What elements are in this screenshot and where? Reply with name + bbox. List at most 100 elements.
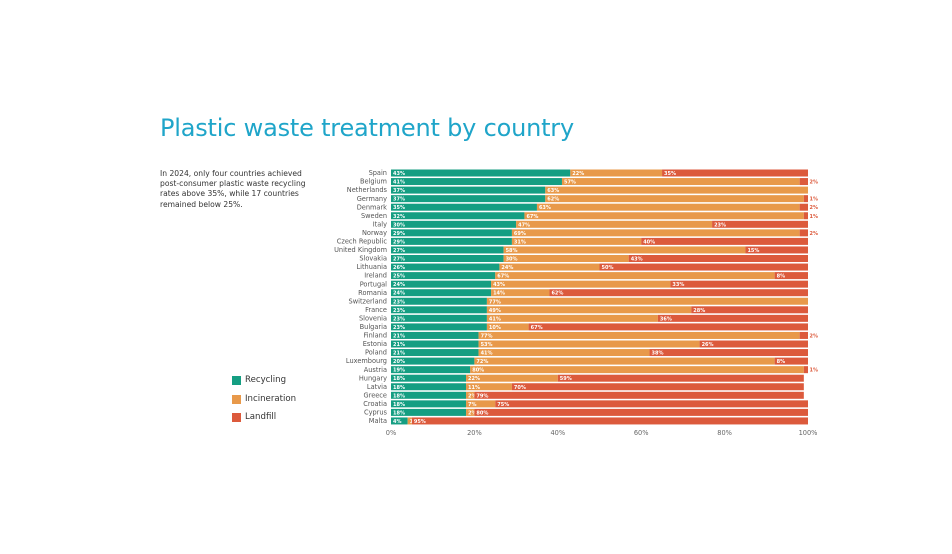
bar-recycling-croatia: [391, 400, 467, 408]
data-label-incineration-norway: 69%: [514, 231, 526, 237]
bar-recycling-ireland: [391, 272, 496, 280]
bar-incineration-austria: [470, 366, 804, 374]
bar-landfill-united-kingdom: [745, 246, 808, 254]
data-label-recycling-denmark: 35%: [393, 205, 405, 211]
category-label-portugal: Portugal: [360, 280, 387, 288]
bar-recycling-norway: [391, 229, 512, 237]
data-label-recycling-estonia: 21%: [393, 342, 405, 348]
data-label-incineration-switzerland: 77%: [489, 299, 501, 305]
data-label-incineration-greece: 2%: [468, 393, 477, 399]
data-label-recycling-bulgaria: 23%: [393, 325, 405, 331]
bar-recycling-finland: [391, 331, 479, 339]
data-label-landfill-austria: 1%: [810, 368, 819, 374]
bar-incineration-croatia: [466, 400, 496, 408]
data-label-incineration-slovakia: 30%: [506, 257, 518, 263]
legend-label-landfill: Landfill: [245, 412, 277, 422]
data-label-landfill-spain: 35%: [664, 171, 676, 177]
bar-recycling-estonia: [391, 340, 479, 348]
data-label-landfill-belgium: 2%: [810, 180, 819, 186]
category-label-belgium: Belgium: [360, 178, 387, 186]
bar-incineration-cyprus: [466, 408, 475, 416]
bar-recycling-luxembourg: [391, 357, 475, 365]
bar-landfill-slovakia: [628, 255, 808, 262]
bar-recycling-cyprus: [391, 408, 467, 416]
data-label-recycling-greece: 18%: [393, 393, 405, 399]
bar-incineration-netherlands: [545, 186, 808, 194]
category-label-denmark: Denmark: [357, 203, 387, 211]
data-label-incineration-portugal: 43%: [493, 282, 505, 288]
data-label-incineration-denmark: 63%: [539, 205, 551, 211]
legend-swatch-landfill: [232, 413, 241, 422]
data-label-recycling-netherlands: 37%: [393, 188, 405, 194]
category-label-sweden: Sweden: [361, 212, 387, 220]
data-label-incineration-italy: 47%: [518, 222, 530, 228]
data-label-recycling-united-kingdom: 27%: [393, 248, 405, 254]
bar-recycling-united-kingdom: [391, 246, 504, 254]
bar-landfill-italy: [712, 220, 808, 228]
bar-recycling-switzerland: [391, 297, 487, 305]
data-label-landfill-slovenia: 36%: [660, 316, 672, 322]
bar-landfill-norway: [799, 229, 808, 237]
data-label-incineration-slovenia: 41%: [489, 316, 501, 322]
data-label-landfill-ireland: 8%: [777, 274, 786, 280]
x-tick-label: 0%: [386, 429, 396, 437]
data-label-landfill-italy: 23%: [714, 222, 726, 228]
data-label-landfill-cyprus: 80%: [476, 410, 488, 416]
bar-incineration-romania: [491, 289, 550, 297]
bar-incineration-portugal: [491, 280, 671, 288]
data-label-recycling-croatia: 18%: [393, 402, 405, 408]
data-label-incineration-bulgaria: 10%: [489, 325, 501, 331]
data-label-incineration-croatia: 7%: [468, 402, 477, 408]
data-label-landfill-portugal: 33%: [672, 282, 684, 288]
category-label-ireland: Ireland: [364, 272, 387, 280]
category-label-spain: Spain: [369, 169, 387, 177]
bar-incineration-luxembourg: [474, 357, 775, 365]
bar-landfill-germany: [803, 195, 808, 203]
bar-incineration-hungary: [466, 374, 558, 382]
data-label-recycling-lithuania: 26%: [393, 265, 405, 271]
bar-recycling-austria: [391, 366, 471, 374]
x-tick-label: 60%: [634, 429, 649, 437]
category-label-austria: Austria: [364, 366, 387, 374]
data-label-incineration-latvia: 11%: [468, 385, 480, 391]
category-label-romania: Romania: [358, 289, 387, 297]
bar-incineration-united-kingdom: [503, 246, 746, 254]
bar-landfill-hungary: [557, 374, 804, 382]
bar-recycling-france: [391, 306, 487, 314]
bar-incineration-bulgaria: [486, 323, 529, 331]
data-label-recycling-hungary: 18%: [393, 376, 405, 382]
legend-swatch-incineration: [232, 394, 241, 404]
data-label-recycling-spain: 43%: [393, 171, 405, 177]
data-label-incineration-sweden: 67%: [526, 214, 538, 220]
bar-landfill-france: [691, 306, 808, 314]
bar-landfill-finland: [799, 331, 808, 339]
bar-incineration-finland: [478, 331, 800, 339]
bar-landfill-bulgaria: [528, 323, 808, 331]
data-label-incineration-hungary: 22%: [468, 376, 480, 382]
bar-landfill-denmark: [799, 203, 808, 211]
bar-incineration-switzerland: [486, 297, 808, 305]
data-label-landfill-lithuania: 50%: [602, 265, 614, 271]
bar-recycling-latvia: [391, 383, 467, 391]
bar-incineration-greece: [466, 391, 475, 399]
bar-incineration-malta: [407, 417, 412, 425]
data-label-recycling-sweden: 32%: [393, 214, 405, 220]
data-label-landfill-hungary: 59%: [560, 376, 572, 382]
data-label-landfill-luxembourg: 8%: [777, 359, 786, 365]
bar-incineration-italy: [516, 220, 713, 228]
bar-recycling-greece: [391, 391, 467, 399]
bar-incineration-poland: [478, 349, 650, 357]
data-label-recycling-belgium: 41%: [393, 180, 405, 186]
data-label-incineration-netherlands: 63%: [547, 188, 559, 194]
bar-landfill-latvia: [511, 383, 804, 391]
bar-incineration-latvia: [466, 383, 512, 391]
data-label-recycling-slovenia: 23%: [393, 316, 405, 322]
bar-incineration-denmark: [536, 203, 800, 211]
category-label-france: France: [365, 306, 387, 314]
data-label-landfill-sweden: 1%: [810, 214, 819, 220]
data-label-landfill-france: 28%: [693, 308, 705, 314]
bar-landfill-czech-republic: [641, 237, 808, 245]
category-label-finland: Finland: [363, 332, 387, 340]
bar-landfill-portugal: [670, 280, 808, 288]
category-label-hungary: Hungary: [359, 374, 387, 382]
